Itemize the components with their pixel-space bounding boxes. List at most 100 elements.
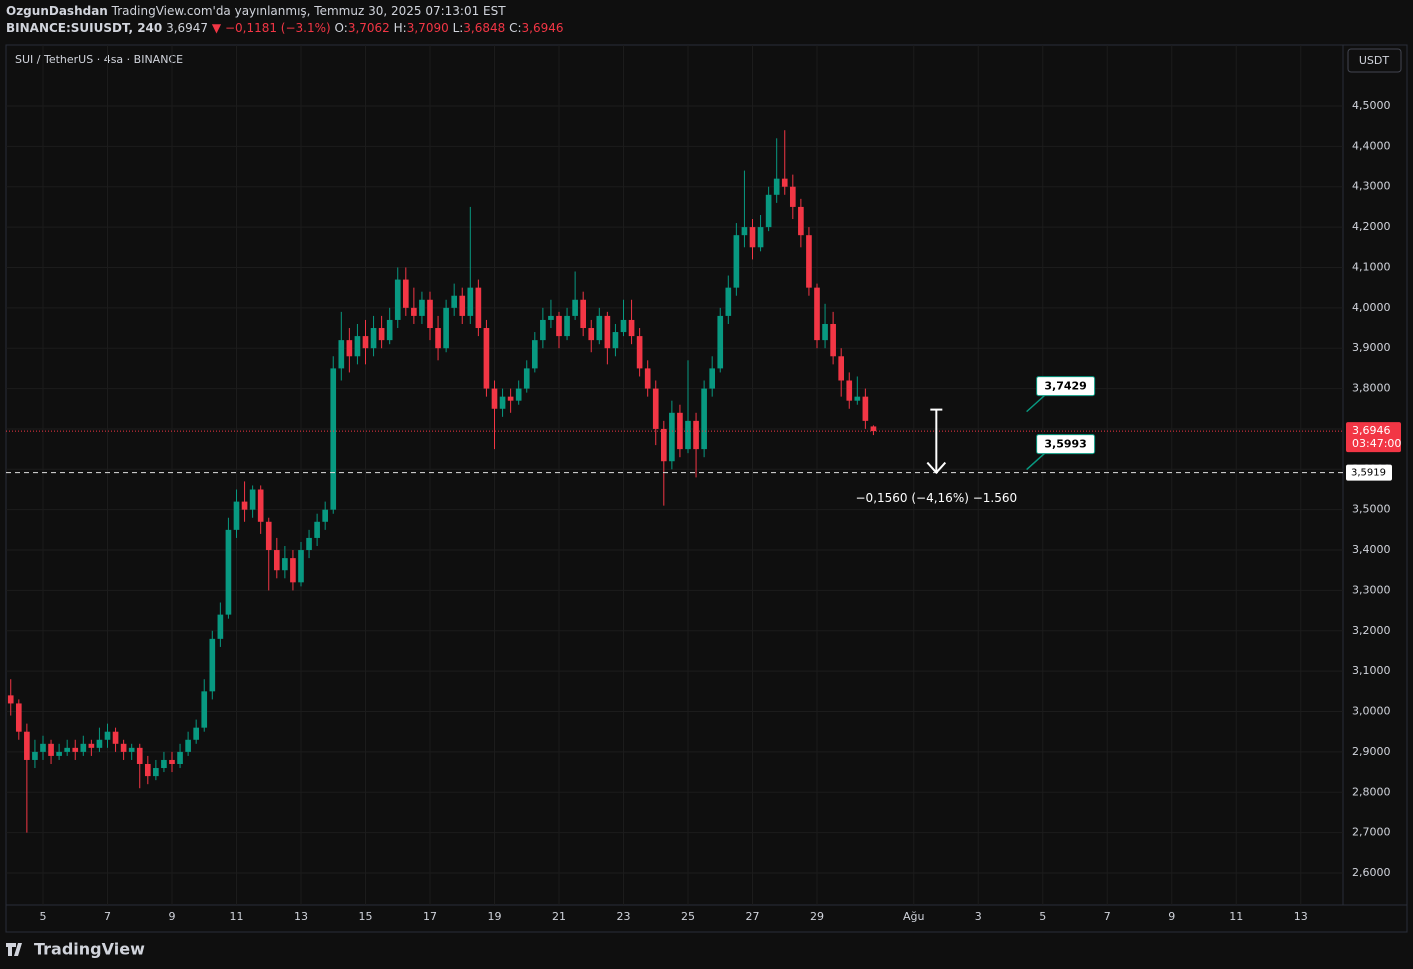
last: 3,6947 [166, 21, 209, 35]
candle-body [15, 703, 22, 732]
header-line: BINANCE:SUIUSDT, 240 3,6947 ▼ −0,1181 (−… [6, 21, 564, 35]
x-tick-label: 9 [1168, 910, 1175, 923]
candle-body [830, 323, 836, 357]
candle-body [193, 727, 200, 740]
candle-body [701, 388, 707, 450]
brand-logo [6, 943, 22, 956]
candle-body [580, 299, 587, 329]
candle-body [507, 396, 514, 401]
candle-body [540, 319, 546, 341]
candle-body [346, 340, 353, 357]
candle-body [556, 315, 562, 337]
note-label: 3,5993 [1044, 438, 1086, 451]
x-tick-label: 11 [229, 910, 243, 923]
currency[interactable]: USDT [1359, 54, 1390, 67]
candle-body [677, 412, 683, 450]
y-tick-label: 3,9000 [1352, 341, 1391, 354]
candle-body [596, 315, 603, 341]
candle-body [378, 328, 385, 341]
y-tick-label: 4,5000 [1352, 99, 1391, 112]
currency-button[interactable] [1347, 48, 1402, 73]
change: ▼ −0,1181 (−3.1%) [211, 21, 331, 35]
candle-body [789, 186, 796, 207]
note-label: 3,7429 [1044, 380, 1086, 393]
candle-body [443, 307, 449, 349]
measure-head [926, 461, 947, 475]
x-tick-label: Ağu [903, 910, 924, 923]
candle-body [669, 412, 675, 462]
x-tick-label: 25 [681, 910, 695, 923]
candle-body [394, 279, 401, 320]
note-pointer [1026, 451, 1048, 471]
x-tick-label: 13 [294, 910, 308, 923]
candle-body [685, 420, 691, 450]
candle-body [765, 194, 772, 228]
x-tick-label: 15 [358, 910, 372, 923]
y-tick-label: 4,3000 [1352, 180, 1391, 193]
price-label: 3,6946 [1352, 424, 1391, 437]
x-tick-label: 9 [168, 910, 175, 923]
note-box [1036, 376, 1096, 397]
x-tick-label: 7 [104, 910, 111, 923]
candle-body [330, 368, 337, 510]
candle-body [120, 743, 127, 752]
candle-body [48, 743, 54, 756]
candle-body [709, 368, 716, 389]
candle-body [314, 521, 320, 538]
candle-body [693, 420, 699, 450]
candle-body [96, 739, 103, 748]
candle-body [652, 388, 659, 429]
ohlc-key: H: [393, 21, 407, 35]
candle-body [298, 550, 304, 583]
y-tick-label: 4,0000 [1352, 301, 1391, 314]
x-tick-label: 7 [1104, 910, 1111, 923]
candle-body [136, 747, 143, 764]
candle-body [7, 695, 14, 704]
ohlc-value: 3,6848 [463, 21, 506, 35]
y-tick-label: 3,2000 [1352, 624, 1391, 637]
candle-body [531, 340, 538, 369]
ohlc-value: 3,7090 [406, 21, 449, 35]
candle-body [290, 558, 296, 583]
candle-body [273, 550, 280, 571]
y-tick-label: 3,3000 [1352, 583, 1391, 596]
note-pointer [1026, 393, 1048, 413]
candle-body [475, 287, 482, 329]
y-tick-label: 4,2000 [1352, 220, 1391, 233]
x-tick-label: 21 [552, 910, 566, 923]
y-tick-label: 3,8000 [1352, 382, 1391, 395]
candle-body [660, 428, 667, 462]
candle-body [217, 614, 224, 639]
candle-body [257, 489, 264, 522]
candle-body [749, 227, 756, 248]
header-line: OzgunDashdan TradingView.com'da yayınlan… [6, 4, 506, 18]
candle-body [161, 759, 167, 769]
candle-body [233, 501, 240, 530]
candle-body [467, 287, 474, 316]
candle-body [604, 315, 611, 349]
candle-body [451, 295, 458, 308]
candle-body [564, 315, 570, 337]
candle-body [56, 751, 62, 756]
candle-body [322, 509, 329, 522]
ohlc-key: C: [509, 21, 522, 35]
candle-body [80, 743, 87, 752]
candle-body [612, 332, 619, 349]
candle-body [862, 396, 869, 421]
candle-body [144, 763, 151, 777]
y-tick-label: 3,4000 [1352, 543, 1391, 556]
candle-body [201, 691, 208, 728]
candle-body [483, 328, 490, 389]
candle-body [854, 396, 861, 401]
candle-body [838, 356, 845, 381]
x-tick-label: 29 [810, 910, 824, 923]
candle-body [185, 739, 191, 752]
candle-body [354, 336, 361, 357]
candle-body [128, 747, 135, 752]
candle-body [370, 328, 377, 349]
countdown: 03:47:00 [1352, 437, 1401, 450]
pane-frame [5, 44, 1408, 933]
x-tick-label: 23 [616, 910, 630, 923]
